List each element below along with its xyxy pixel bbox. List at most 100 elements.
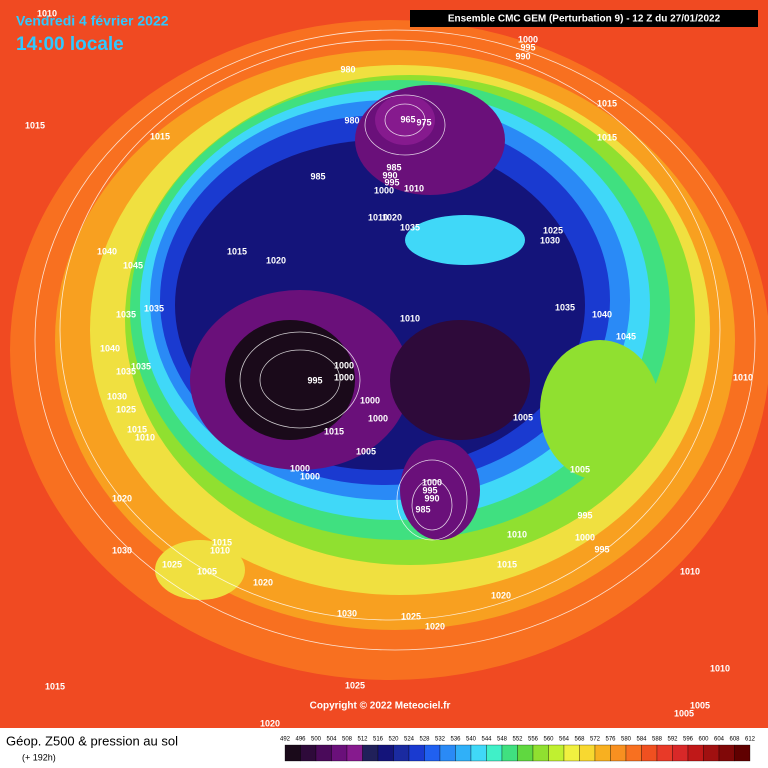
isobar-label: 1040 [97,246,117,256]
scale-label: 592 [667,737,678,743]
isobar-lines [34,29,756,651]
isobar-label: 1035 [131,361,151,371]
isobar-label: 1005 [513,412,533,422]
isobar-label: 1040 [100,343,120,353]
scale-label: 556 [528,737,539,743]
isobar-label: 1025 [543,225,563,235]
scale-swatch [734,744,751,762]
scale-swatch [501,744,518,762]
scale-label: 568 [574,737,585,743]
isobar-label: 1015 [597,98,617,108]
isobar-label: 1010 [135,432,155,442]
isobar-label: 1045 [616,331,636,341]
isobar-label: 985 [386,162,401,172]
isobar-label: 995 [594,544,609,554]
isobar-label: 1020 [491,590,511,600]
isobar-label: 1005 [356,446,376,456]
scale-label: 600 [698,737,709,743]
isobar-label: 975 [416,117,431,127]
scale-label: 612 [745,737,756,743]
scale-label: 504 [326,737,337,743]
isobar-label: 1015 [45,681,65,691]
isobar-label: 995 [520,42,535,52]
isobar-label: 1015 [324,426,344,436]
scale-swatch [579,744,596,762]
isobar-label: 1000 [575,532,595,542]
isobar-label: 1005 [690,700,710,710]
isobar-label: 1005 [197,566,217,576]
isobar-label: 1015 [127,424,147,434]
isobar-label: 1010 [710,663,730,673]
scale-swatch [517,744,534,762]
scale-swatch [563,744,580,762]
scale-swatch [439,744,456,762]
scale-swatch [284,744,301,762]
scale-swatch [393,744,410,762]
isobar-label: 1000 [518,34,538,44]
isobar-label: 1030 [540,235,560,245]
isobar-label: 1015 [150,131,170,141]
isobar-label: 1010 [37,8,57,18]
scale-swatch [610,744,627,762]
time: 14:00 locale [16,34,124,55]
height-field [10,20,768,680]
isobar-label: 1020 [112,493,132,503]
isobar-label: 1015 [597,132,617,142]
scale-label: 532 [435,737,446,743]
scale-swatch [470,744,487,762]
isobar-label: 1030 [107,391,127,401]
isobar-label: 1035 [400,222,420,232]
isobar-label: 1000 [360,395,380,405]
isobar-label: 1020 [260,718,280,728]
scale-label: 552 [512,737,523,743]
isobar-label: 995 [577,510,592,520]
isobar-label: 980 [344,115,359,125]
isobar-label: 985 [415,504,430,514]
isobar-label: 1020 [253,577,273,587]
isobar-label: 1000 [368,413,388,423]
isobar-label: 990 [382,170,397,180]
scale-swatch [377,744,394,762]
scale-label: 500 [311,737,322,743]
model-box [410,10,758,27]
scale-swatch [486,744,503,762]
isobar-label: 1010 [210,545,230,555]
isobar-label: 1035 [555,302,575,312]
scale-swatch [687,744,704,762]
isobar-label: 965 [400,114,415,124]
scale-swatch [300,744,317,762]
scale-label: 548 [497,737,508,743]
scale-label: 508 [342,737,353,743]
scale-swatch [594,744,611,762]
scale-swatch [548,744,565,762]
scale-label: 524 [404,737,415,743]
scale-swatch [424,744,441,762]
scale-label: 496 [295,737,306,743]
isobar-label: 1005 [674,708,694,718]
isobar-label: 1010 [680,566,700,576]
isobar-label: 1010 [507,529,527,539]
isobar-label: 990 [515,51,530,61]
isobar-label: 1010 [733,372,753,382]
isobar-label: 1010 [404,183,424,193]
isobar-label: 1025 [401,611,421,621]
isobar-label: 1015 [25,120,45,130]
scale-label: 604 [714,737,725,743]
scale-label: 540 [466,737,477,743]
date: Vendredi 4 février 2022 [16,13,169,29]
scale-label: 560 [543,737,554,743]
scale-swatch [625,744,642,762]
scale-label: 528 [419,737,430,743]
scale-swatch [408,744,425,762]
scale-label: 588 [652,737,663,743]
scale-label: 512 [357,737,368,743]
isobar-label: 1025 [162,559,182,569]
isobar-label: 1015 [227,246,247,256]
scale-label: 596 [683,737,694,743]
scale-swatch [656,744,673,762]
scale-swatch [362,744,379,762]
isobar-label: 1000 [334,372,354,382]
scale-swatch [672,744,689,762]
scale-label: 544 [481,737,492,743]
